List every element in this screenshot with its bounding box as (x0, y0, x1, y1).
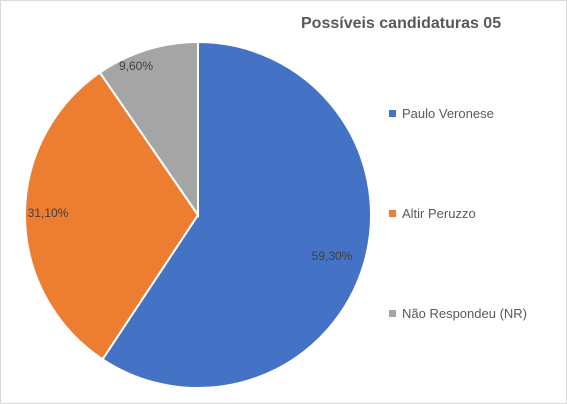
legend-swatch (389, 310, 396, 317)
slice-altir-peruzzo (24, 71, 200, 361)
legend-label: Paulo Veronese (402, 106, 494, 121)
data-label: 9,60% (119, 59, 153, 73)
slice-paulo-veronese (101, 40, 372, 389)
slice-nao-respondeu (98, 40, 199, 219)
legend-item-paulo-veronese: Paulo Veronese (389, 106, 494, 121)
chart-title: Possíveis candidaturas 05 (301, 15, 502, 32)
data-label: 59,30% (312, 249, 353, 263)
legend-label: Altir Peruzzo (402, 206, 476, 221)
legend-swatch (389, 110, 396, 117)
data-label: 31,10% (28, 206, 69, 220)
legend-item-nao-respondeu: Não Respondeu (NR) (389, 306, 527, 321)
legend-item-altir-peruzzo: Altir Peruzzo (389, 206, 476, 221)
legend-label: Não Respondeu (NR) (402, 306, 528, 321)
legend-swatch (389, 210, 396, 217)
